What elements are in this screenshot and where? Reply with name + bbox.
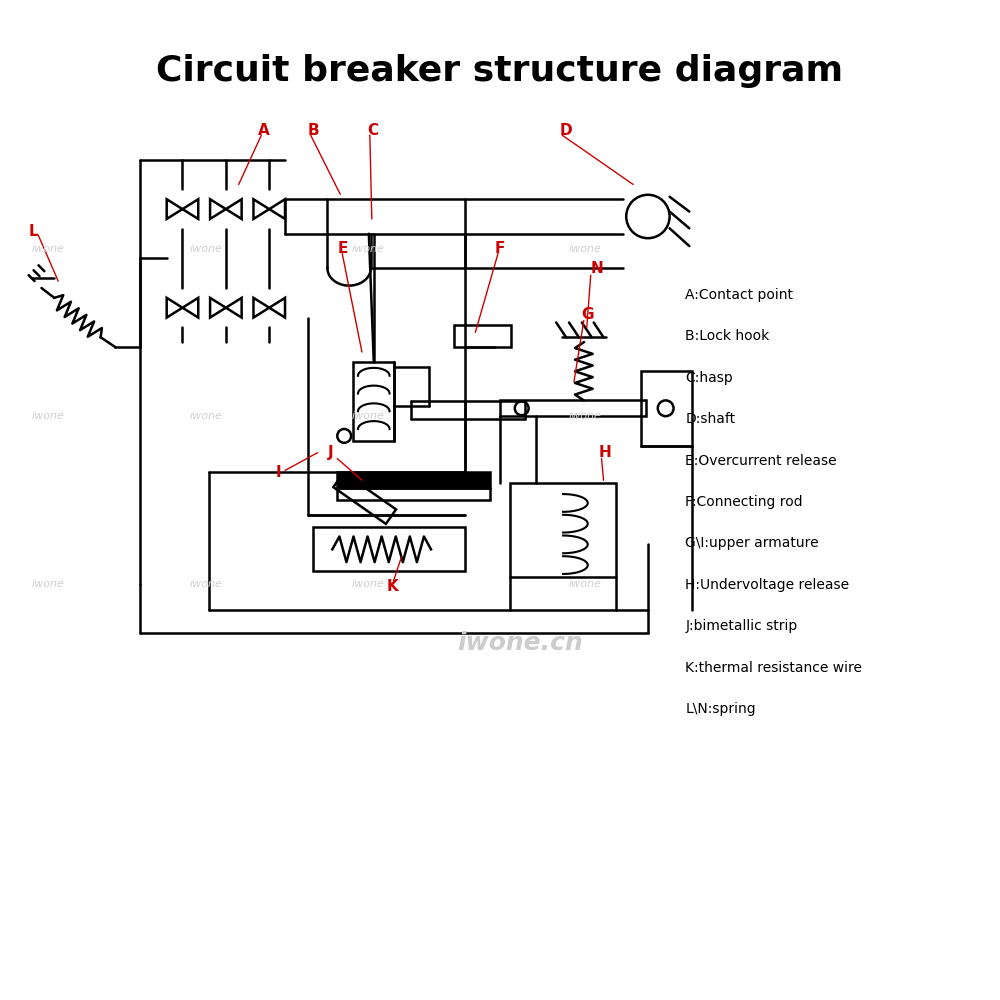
- Text: iwone: iwone: [189, 411, 222, 421]
- Text: D: D: [559, 123, 572, 138]
- Text: F:Connecting rod: F:Connecting rod: [685, 495, 803, 509]
- Text: B: B: [308, 123, 319, 138]
- Text: N: N: [591, 261, 603, 276]
- Text: L: L: [29, 224, 38, 239]
- Text: D:shaft: D:shaft: [685, 412, 736, 426]
- Text: A: A: [258, 123, 270, 138]
- Bar: [337, 488, 490, 500]
- Text: C: C: [367, 123, 378, 138]
- Text: E:Overcurrent release: E:Overcurrent release: [685, 454, 837, 468]
- Bar: [337, 472, 490, 488]
- Bar: [333, 473, 396, 524]
- Text: B:Lock hook: B:Lock hook: [685, 329, 770, 343]
- Text: iwone: iwone: [32, 411, 64, 421]
- Text: J:bimetallic strip: J:bimetallic strip: [685, 619, 798, 633]
- Text: K:thermal resistance wire: K:thermal resistance wire: [685, 661, 862, 675]
- Text: iwone: iwone: [352, 579, 385, 589]
- Bar: [353, 362, 394, 441]
- Text: iwone.cn: iwone.cn: [457, 631, 583, 655]
- Text: A:Contact point: A:Contact point: [685, 288, 793, 302]
- Text: iwone: iwone: [352, 244, 385, 254]
- Bar: [641, 371, 692, 446]
- Text: iwone: iwone: [32, 579, 64, 589]
- Text: iwone: iwone: [569, 244, 602, 254]
- Bar: [500, 400, 646, 416]
- Text: iwone: iwone: [569, 411, 602, 421]
- Text: Circuit breaker structure diagram: Circuit breaker structure diagram: [156, 54, 844, 88]
- Bar: [454, 325, 511, 347]
- Text: G: G: [581, 307, 593, 322]
- Text: iwone: iwone: [32, 244, 64, 254]
- Bar: [313, 527, 465, 571]
- Text: I: I: [275, 465, 281, 480]
- Text: iwone: iwone: [189, 579, 222, 589]
- Bar: [510, 483, 616, 577]
- Text: H: H: [599, 445, 611, 460]
- Text: L\N:spring: L\N:spring: [685, 702, 756, 716]
- Text: E: E: [337, 241, 348, 256]
- Text: F: F: [495, 241, 505, 256]
- Text: J: J: [327, 445, 333, 460]
- Text: iwone: iwone: [352, 411, 385, 421]
- Text: iwone: iwone: [189, 244, 222, 254]
- Text: C:hasp: C:hasp: [685, 371, 733, 385]
- Text: K: K: [387, 579, 398, 594]
- Text: iwone: iwone: [569, 579, 602, 589]
- Text: G\I:upper armature: G\I:upper armature: [685, 536, 819, 550]
- Text: H:Undervoltage release: H:Undervoltage release: [685, 578, 850, 592]
